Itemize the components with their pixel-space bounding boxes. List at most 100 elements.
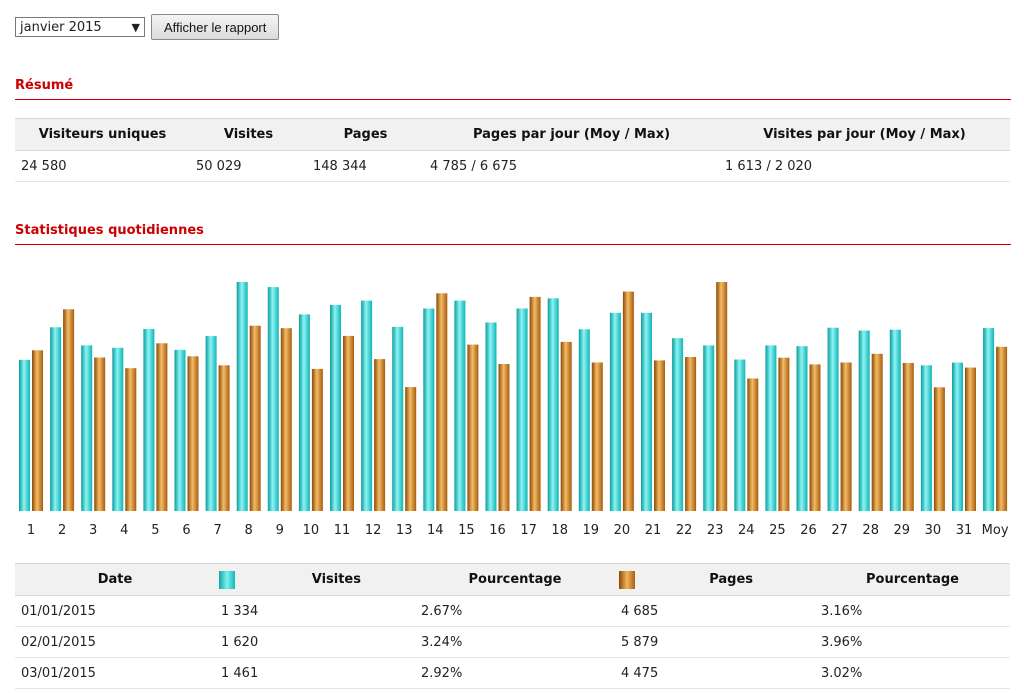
bar-pages-11	[343, 335, 354, 511]
x-tick-label: 15	[458, 523, 475, 538]
value-pages: 148 344	[307, 150, 424, 182]
bar-pages-Moy	[996, 346, 1008, 511]
bar-visites-29	[889, 329, 901, 511]
bar-pages-4	[125, 368, 137, 511]
bar-visites-31	[952, 362, 963, 511]
bar-visites-6	[174, 349, 186, 511]
bar-pages-24	[747, 378, 759, 511]
value-visits: 50 029	[190, 150, 307, 182]
detail-header-row: Date Visites Pourcentage Pages Pourcenta…	[15, 563, 1010, 596]
x-tick-label: 23	[707, 523, 724, 538]
bar-visites-8	[236, 282, 248, 511]
pages-legend-swatch	[619, 570, 635, 589]
x-tick-label: 17	[520, 523, 537, 538]
bar-pages-30	[933, 387, 945, 511]
bar-visites-22	[672, 338, 684, 511]
col-pages-label: Pages	[709, 572, 753, 587]
x-tick-label: 31	[956, 523, 973, 538]
x-tick-label: 24	[738, 523, 755, 538]
bar-pages-25	[778, 357, 790, 511]
bar-visites-2	[50, 327, 62, 511]
x-tick-label: 3	[89, 523, 97, 538]
report-controls: janvier 2015 ▼ Afficher le rapport	[15, 14, 280, 40]
x-tick-label: 27	[831, 523, 848, 538]
x-tick-label: Moy	[982, 523, 1009, 538]
bar-pages-13	[405, 387, 417, 511]
x-tick-label: 13	[396, 523, 413, 538]
x-tick-label: 29	[894, 523, 911, 538]
summary-header-row: Visiteurs uniques Visites Pages Pages pa…	[15, 118, 1010, 151]
col-visites-label: Visites	[311, 572, 361, 587]
bar-visites-10	[298, 314, 310, 511]
bar-pages-14	[436, 293, 448, 511]
table-row: 01/01/2015 1 334 2.67% 4 685 3.16%	[15, 595, 1010, 627]
bar-pages-20	[622, 291, 634, 511]
col-visits-per-day: Visites par jour (Moy / Max)	[719, 118, 1010, 151]
x-tick-label: 18	[551, 523, 568, 538]
month-select[interactable]: janvier 2015 ▼	[15, 17, 145, 37]
bar-visites-1	[19, 359, 30, 511]
x-tick-label: 20	[614, 523, 631, 538]
x-tick-label: 22	[676, 523, 693, 538]
x-tick-label: 7	[213, 523, 221, 538]
bar-visites-26	[796, 346, 808, 511]
x-tick-label: 21	[645, 523, 662, 538]
bar-pages-19	[591, 362, 603, 511]
bar-visites-15	[454, 300, 466, 511]
bar-visites-Moy	[983, 328, 995, 511]
show-report-button[interactable]: Afficher le rapport	[151, 14, 280, 40]
x-tick-label: 9	[276, 523, 284, 538]
bar-pages-29	[902, 363, 914, 511]
bar-visites-12	[361, 300, 373, 511]
bar-visites-7	[205, 336, 217, 511]
col-pages-per-day: Pages par jour (Moy / Max)	[424, 118, 719, 151]
bar-pages-16	[498, 364, 510, 511]
bar-visites-13	[392, 326, 404, 511]
daily-title: Statistiques quotidiennes	[15, 223, 204, 238]
month-select-value: janvier 2015	[20, 19, 102, 35]
bar-pages-9	[280, 328, 292, 511]
x-tick-label: 19	[583, 523, 600, 538]
x-tick-label: 1	[27, 523, 35, 538]
bar-pages-31	[965, 367, 976, 511]
col-date: Date	[15, 563, 215, 596]
value-pages-per-day: 4 785 / 6 675	[424, 150, 719, 182]
bar-pages-17	[529, 296, 541, 511]
cell-visites: 1 334	[215, 595, 415, 627]
bar-pages-1	[32, 350, 43, 511]
bar-pages-3	[94, 357, 106, 511]
chevron-down-icon: ▼	[131, 20, 140, 34]
x-tick-label: 26	[800, 523, 817, 538]
col-pct1: Pourcentage	[415, 563, 615, 596]
x-tick-label: 25	[769, 523, 786, 538]
bar-visites-19	[578, 329, 590, 511]
bar-pages-18	[560, 341, 572, 511]
bar-visites-3	[81, 345, 93, 511]
bar-visites-4	[112, 347, 124, 511]
cell-pages: 4 475	[615, 657, 815, 689]
cell-pct1: 2.67%	[415, 595, 615, 627]
x-tick-label: 8	[245, 523, 253, 538]
x-tick-label: 11	[334, 523, 351, 538]
bar-pages-10	[311, 368, 323, 511]
daily-detail-table: Date Visites Pourcentage Pages Pourcenta…	[15, 563, 1010, 689]
bar-visites-17	[516, 308, 528, 511]
bar-visites-30	[920, 365, 932, 511]
bar-visites-21	[641, 312, 652, 511]
bar-visites-16	[485, 322, 497, 511]
x-tick-label: 10	[303, 523, 320, 538]
bar-pages-23	[716, 282, 728, 511]
cell-pct1: 2.92%	[415, 657, 615, 689]
x-tick-label: 30	[925, 523, 942, 538]
table-row: 03/01/2015 1 461 2.92% 4 475 3.02%	[15, 657, 1010, 689]
bar-pages-21	[654, 360, 665, 511]
bar-pages-2	[63, 309, 75, 511]
bar-pages-5	[156, 343, 168, 511]
daily-bar-chart: 1 2 3 4 5 6 7 8 9 10 11 12 13 14 15 16 17 18 19 20 21 22 23 24 2…	[19, 282, 1009, 538]
value-visits-per-day: 1 613 / 2 020	[719, 150, 1010, 182]
cell-visites: 1 620	[215, 626, 415, 658]
cell-pages: 5 879	[615, 626, 815, 658]
bar-pages-8	[249, 325, 261, 511]
bar-pages-12	[374, 359, 386, 511]
col-pages: Pages	[615, 563, 815, 596]
